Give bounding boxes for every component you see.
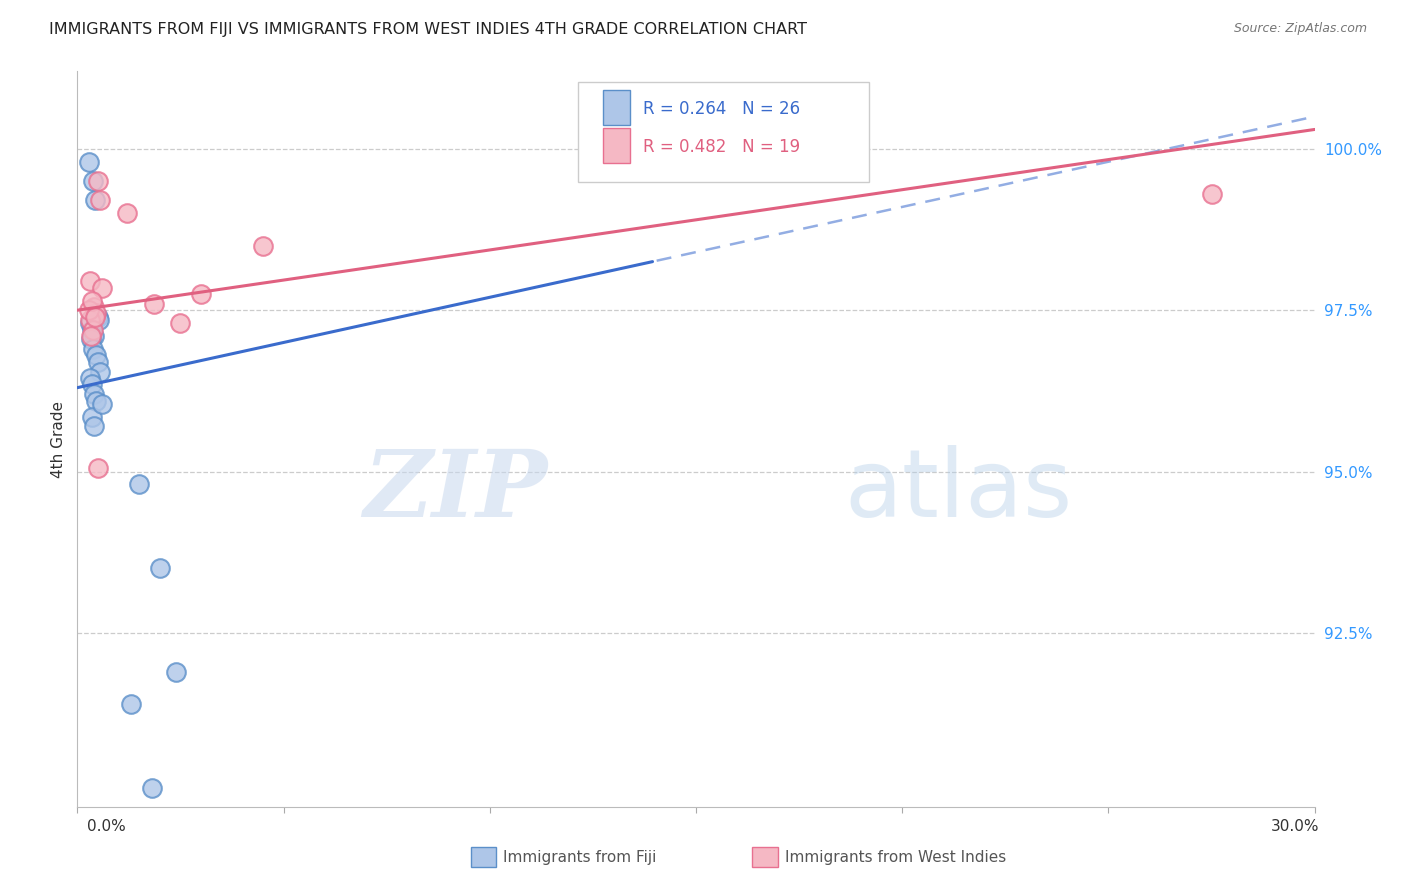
Text: Immigrants from West Indies: Immigrants from West Indies	[785, 850, 1005, 864]
Point	[80, 322, 103, 336]
Point	[83, 387, 105, 401]
Point	[79, 371, 101, 385]
Text: ZIP: ZIP	[363, 446, 547, 536]
Text: 30.0%: 30.0%	[1271, 820, 1319, 834]
Point	[120, 697, 142, 711]
Point	[83, 300, 105, 314]
Text: R = 0.482   N = 19: R = 0.482 N = 19	[643, 138, 800, 156]
Point	[80, 409, 103, 424]
Point	[87, 461, 110, 475]
Bar	[603, 128, 630, 163]
Point	[84, 306, 107, 320]
Point	[87, 174, 110, 188]
Point	[91, 397, 114, 411]
Text: atlas: atlas	[845, 445, 1073, 537]
Text: 0.0%: 0.0%	[87, 820, 127, 834]
Point	[79, 329, 101, 343]
Point	[165, 665, 187, 679]
Point	[83, 194, 105, 208]
Point	[79, 316, 101, 330]
Point	[83, 419, 105, 434]
Point	[636, 128, 658, 143]
Y-axis label: 4th Grade: 4th Grade	[51, 401, 66, 478]
Point	[142, 297, 165, 311]
Text: R = 0.264   N = 26: R = 0.264 N = 26	[643, 100, 800, 118]
Text: Immigrants from Fiji: Immigrants from Fiji	[503, 850, 657, 864]
Point	[87, 310, 110, 324]
Point	[83, 329, 105, 343]
Point	[82, 342, 104, 356]
Point	[79, 313, 101, 327]
Bar	[603, 90, 630, 125]
Point	[82, 174, 104, 188]
Point	[82, 322, 104, 336]
Point	[80, 293, 103, 308]
Point	[77, 303, 100, 318]
Text: Source: ZipAtlas.com: Source: ZipAtlas.com	[1233, 22, 1367, 36]
Point	[91, 280, 114, 294]
Point	[79, 274, 101, 288]
Point	[141, 780, 163, 795]
Point	[89, 194, 111, 208]
Point	[87, 355, 110, 369]
Point	[87, 313, 110, 327]
Point	[77, 154, 100, 169]
Point	[149, 561, 172, 575]
Point	[84, 393, 107, 408]
Point	[169, 316, 191, 330]
Point	[115, 206, 138, 220]
Point	[79, 332, 101, 346]
Point	[1201, 187, 1223, 202]
Point	[89, 365, 111, 379]
FancyBboxPatch shape	[578, 82, 869, 182]
Point	[83, 310, 105, 324]
Point	[190, 287, 212, 301]
Point	[252, 238, 274, 252]
Text: IMMIGRANTS FROM FIJI VS IMMIGRANTS FROM WEST INDIES 4TH GRADE CORRELATION CHART: IMMIGRANTS FROM FIJI VS IMMIGRANTS FROM …	[49, 22, 807, 37]
Point	[80, 377, 103, 392]
Point	[128, 477, 150, 491]
Point	[84, 348, 107, 362]
